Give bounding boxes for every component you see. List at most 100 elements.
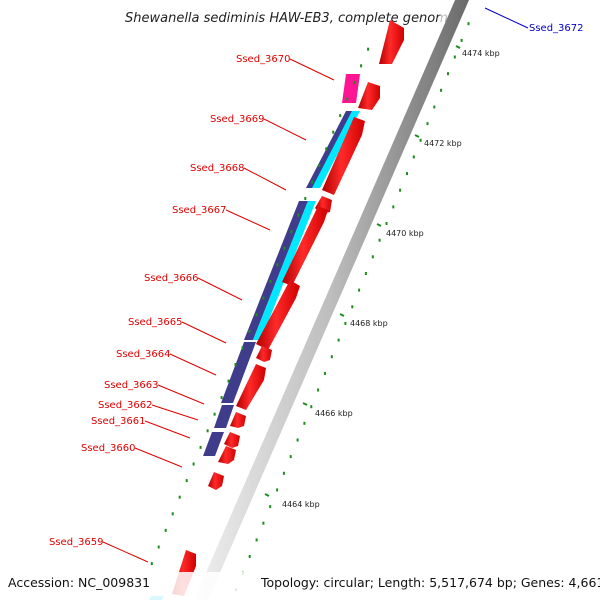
gc-dot — [178, 495, 181, 499]
gc-dot — [192, 462, 195, 466]
gc-dot — [262, 296, 265, 300]
cds-ssed-3667 — [282, 206, 328, 286]
gc-dot — [453, 55, 456, 59]
scale-tick — [455, 45, 461, 49]
scale-tick — [302, 402, 308, 406]
gene-labels: Ssed_3672 Ssed_3670 Ssed_3669 Ssed_3668 … — [49, 23, 584, 548]
gc-dot — [269, 505, 272, 509]
gene-label-ssed-3664[interactable]: Ssed_3664 — [116, 349, 171, 360]
gc-dot — [440, 88, 443, 92]
gc-dot — [467, 22, 470, 26]
gc-dot — [262, 521, 265, 525]
leader-ssed-3666 — [197, 277, 243, 301]
cog-band-ssed-3662 — [214, 405, 234, 428]
cds-track — [172, 20, 404, 596]
gc-dot — [303, 421, 306, 425]
cds-ssed-3660 — [208, 472, 224, 490]
leader-ssed-3659 — [102, 541, 149, 563]
gc-dot — [371, 255, 374, 259]
gc-dot — [289, 455, 292, 459]
scale-label-4466: 4466 kbp — [315, 409, 353, 418]
cog-band-cyan-ssed-3669 — [312, 111, 360, 188]
gc-dot — [227, 379, 230, 383]
gc-dot — [171, 512, 174, 516]
gc-dot — [157, 545, 160, 549]
cog-band-ssed-3664 — [221, 342, 256, 403]
gene-label-ssed-3663[interactable]: Ssed_3663 — [104, 380, 159, 391]
leader-ssed-3661 — [144, 420, 191, 439]
gc-dot — [282, 471, 285, 475]
cog-band-ssed-3661 — [203, 432, 224, 456]
gc-dot — [297, 213, 300, 217]
gc-dot — [447, 72, 449, 76]
gc-dot — [339, 114, 342, 118]
gc-dot — [412, 155, 415, 159]
gene-label-ssed-3669[interactable]: Ssed_3669 — [210, 114, 265, 125]
gene-label-ssed-3661[interactable]: Ssed_3661 — [91, 416, 146, 427]
gc-dot — [392, 205, 395, 209]
gc-dot — [419, 138, 422, 142]
gc-dot — [206, 429, 209, 433]
scale-track: 4474 kbp 4472 kbp 4470 kbp 4468 kbp 4466… — [264, 45, 500, 509]
scale-label-4472: 4472 kbp — [424, 139, 462, 148]
gc-dot — [367, 47, 370, 51]
leader-ssed-3664 — [169, 353, 217, 376]
gene-label-ssed-3659[interactable]: Ssed_3659 — [49, 537, 104, 548]
gc-dot — [248, 329, 251, 333]
gc-dot — [351, 305, 354, 309]
leader-ssed-3663 — [157, 384, 205, 405]
cog-band-ssed-3667 — [244, 201, 308, 340]
gc-dot — [346, 97, 349, 101]
cds-ssed-3672 — [379, 20, 404, 64]
gc-dot — [330, 355, 333, 359]
gene-label-ssed-3665[interactable]: Ssed_3665 — [128, 317, 183, 328]
cog-band-ssed-3670 — [342, 74, 360, 103]
cog-band-cyan-ssed-3667 — [253, 201, 316, 340]
gc-dot — [337, 338, 340, 342]
gene-label-ssed-3667[interactable]: Ssed_3667 — [172, 205, 227, 216]
genome-backbone — [186, 0, 469, 600]
gc-dot — [276, 488, 279, 492]
gene-label-ssed-3662[interactable]: Ssed_3662 — [98, 400, 153, 411]
gene-label-ssed-3660[interactable]: Ssed_3660 — [81, 443, 136, 454]
gc-dot — [234, 363, 237, 366]
gc-dot — [460, 38, 463, 42]
gene-label-ssed-3672[interactable]: Ssed_3672 — [529, 23, 584, 34]
gc-dot — [255, 538, 258, 542]
leader-ssed-3660 — [134, 447, 183, 468]
gc-content-track — [143, 22, 470, 592]
gc-dot — [406, 172, 408, 176]
gc-dot — [276, 263, 279, 267]
scale-tick — [376, 223, 382, 227]
gc-dot — [378, 238, 381, 242]
gene-label-ssed-3668[interactable]: Ssed_3668 — [190, 163, 245, 174]
gc-dot — [317, 388, 320, 392]
leader-ssed-3668 — [243, 167, 287, 191]
gc-dot — [332, 130, 335, 134]
gc-dot — [283, 246, 286, 250]
map-title: Shewanella sediminis HAW-EB3, complete g… — [125, 11, 456, 26]
gc-dot — [310, 405, 313, 409]
leader-ssed-3672 — [484, 7, 529, 29]
gene-label-ssed-3670[interactable]: Ssed_3670 — [236, 54, 291, 65]
gc-dot — [185, 479, 188, 483]
gene-label-ssed-3666[interactable]: Ssed_3666 — [144, 273, 199, 284]
gc-dot — [433, 105, 436, 109]
gc-dot — [325, 147, 328, 151]
leader-ssed-3667 — [225, 209, 271, 231]
gc-dot — [399, 188, 402, 192]
topology-text: Topology: circular; Length: 5,517,674 bp… — [260, 575, 600, 590]
cds-ssed-3666 — [256, 280, 300, 350]
gc-dot — [364, 272, 367, 275]
scale-label-4468: 4468 kbp — [350, 319, 388, 328]
gc-dot — [318, 163, 321, 167]
scale-tick — [414, 134, 420, 138]
leader-ssed-3669 — [263, 118, 307, 141]
gc-dot — [290, 230, 293, 234]
gc-dot — [353, 80, 356, 84]
gc-dot — [213, 412, 216, 416]
gc-dot — [385, 222, 388, 225]
cds-ssed-3661 — [218, 446, 236, 464]
leader-ssed-3662 — [151, 404, 199, 421]
